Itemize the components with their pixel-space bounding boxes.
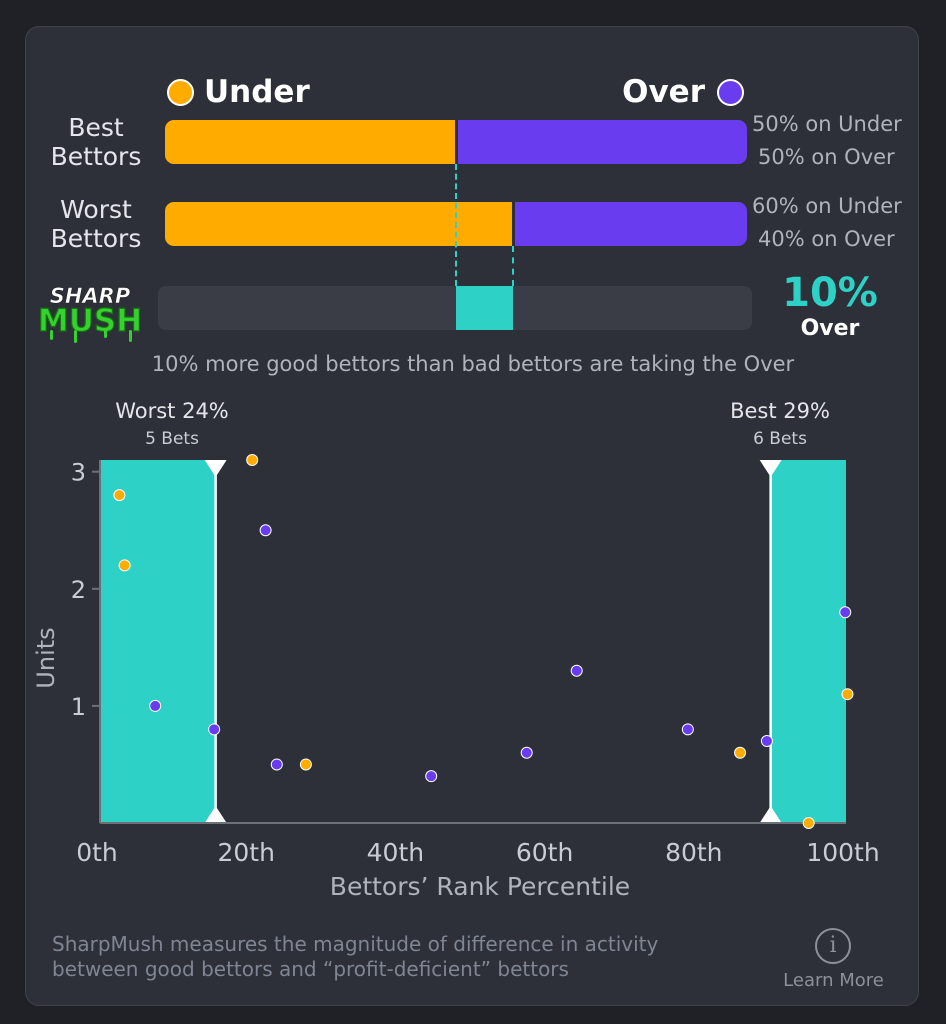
x-tick-label: 80th bbox=[665, 838, 722, 867]
over-data-point bbox=[681, 723, 694, 736]
under-data-point bbox=[841, 688, 854, 701]
info-icon[interactable]: i bbox=[815, 928, 851, 964]
worst-marker-top-arrow bbox=[204, 460, 227, 477]
under-data-point bbox=[246, 454, 259, 466]
difference-fill bbox=[456, 286, 513, 330]
difference-track bbox=[158, 286, 752, 330]
best-bettors-label: Best Bettors bbox=[50, 113, 142, 171]
best-marker-bottom-arrow bbox=[759, 806, 782, 823]
best-over-text: 50% on Over bbox=[758, 145, 895, 169]
difference-side: Over bbox=[800, 316, 860, 341]
over-data-point bbox=[839, 606, 852, 619]
worst-band-subtitle: 5 Bets bbox=[145, 429, 199, 449]
y-tick-label: 2 bbox=[71, 576, 86, 604]
worst-band bbox=[100, 460, 216, 823]
x-tick-label: 100th bbox=[806, 838, 879, 867]
over-data-point bbox=[520, 746, 533, 759]
under-data-point bbox=[734, 746, 747, 759]
worst-band-title: Worst 24% bbox=[115, 399, 229, 423]
over-data-point bbox=[149, 699, 162, 712]
over-data-point bbox=[570, 664, 583, 677]
percentile-scatter-chart: Worst 24% 5 Bets Best 29% 6 Bets 1 2 3 0th 20th… bbox=[32, 399, 880, 901]
legend-over: Over bbox=[622, 74, 744, 110]
over-data-point bbox=[425, 770, 438, 783]
legend-under: Under bbox=[167, 74, 310, 110]
over-legend-dot bbox=[717, 78, 744, 106]
worst-marker-bottom-arrow bbox=[204, 806, 227, 823]
worst-bettors-percentages: 60% on Under 40% on Over bbox=[752, 190, 902, 256]
worst-bettors-label: Worst Bettors bbox=[50, 195, 142, 253]
best-over-segment bbox=[457, 120, 747, 164]
y-tick-label: 3 bbox=[71, 459, 86, 487]
over-data-point bbox=[259, 524, 272, 537]
under-data-point bbox=[802, 817, 815, 829]
worst-under-segment bbox=[165, 202, 516, 246]
worst-over-text: 40% on Over bbox=[758, 227, 895, 251]
over-data-point bbox=[270, 758, 283, 771]
best-split-guide bbox=[455, 164, 457, 286]
best-under-segment bbox=[165, 120, 458, 164]
worst-over-segment bbox=[515, 202, 747, 246]
best-under-text: 50% on Under bbox=[752, 112, 902, 136]
under-data-point bbox=[299, 758, 312, 771]
x-tick-label: 60th bbox=[516, 838, 573, 867]
worst-under-text: 60% on Under bbox=[752, 194, 902, 218]
summary-text: 10% more good bettors than bad bettors a… bbox=[151, 352, 795, 376]
x-tick-label: 40th bbox=[367, 838, 424, 867]
under-data-point bbox=[118, 559, 131, 572]
learn-more-link[interactable]: Learn More bbox=[783, 970, 884, 991]
best-band-title: Best 29% bbox=[730, 399, 830, 423]
x-tick-label: 0th bbox=[76, 838, 118, 867]
best-marker-top-arrow bbox=[759, 460, 782, 477]
worst-split-guide bbox=[512, 246, 514, 286]
y-tick-label: 1 bbox=[71, 693, 86, 721]
x-tick-label: 20th bbox=[217, 838, 274, 867]
best-band bbox=[770, 460, 846, 823]
footer-description: SharpMush measures the magnitude of diff… bbox=[52, 932, 659, 981]
svg-text:SHARP: SHARP bbox=[50, 284, 131, 308]
under-data-point bbox=[113, 489, 126, 502]
y-axis-label: Units bbox=[32, 627, 60, 688]
sharpmush-logo: SHARP MUSH bbox=[37, 284, 143, 343]
under-legend-label: Under bbox=[204, 74, 310, 110]
best-bettors-bar bbox=[165, 120, 747, 164]
difference-percent: 10% bbox=[782, 270, 878, 316]
svg-text:MUSH: MUSH bbox=[38, 303, 142, 339]
best-bettors-percentages: 50% on Under 50% on Over bbox=[752, 108, 902, 174]
over-legend-label: Over bbox=[622, 74, 705, 110]
over-data-point bbox=[760, 735, 773, 748]
x-axis-label: Bettors’ Rank Percentile bbox=[330, 872, 630, 901]
over-data-point bbox=[208, 723, 221, 736]
under-legend-dot bbox=[167, 78, 194, 106]
best-band-subtitle: 6 Bets bbox=[753, 429, 807, 449]
